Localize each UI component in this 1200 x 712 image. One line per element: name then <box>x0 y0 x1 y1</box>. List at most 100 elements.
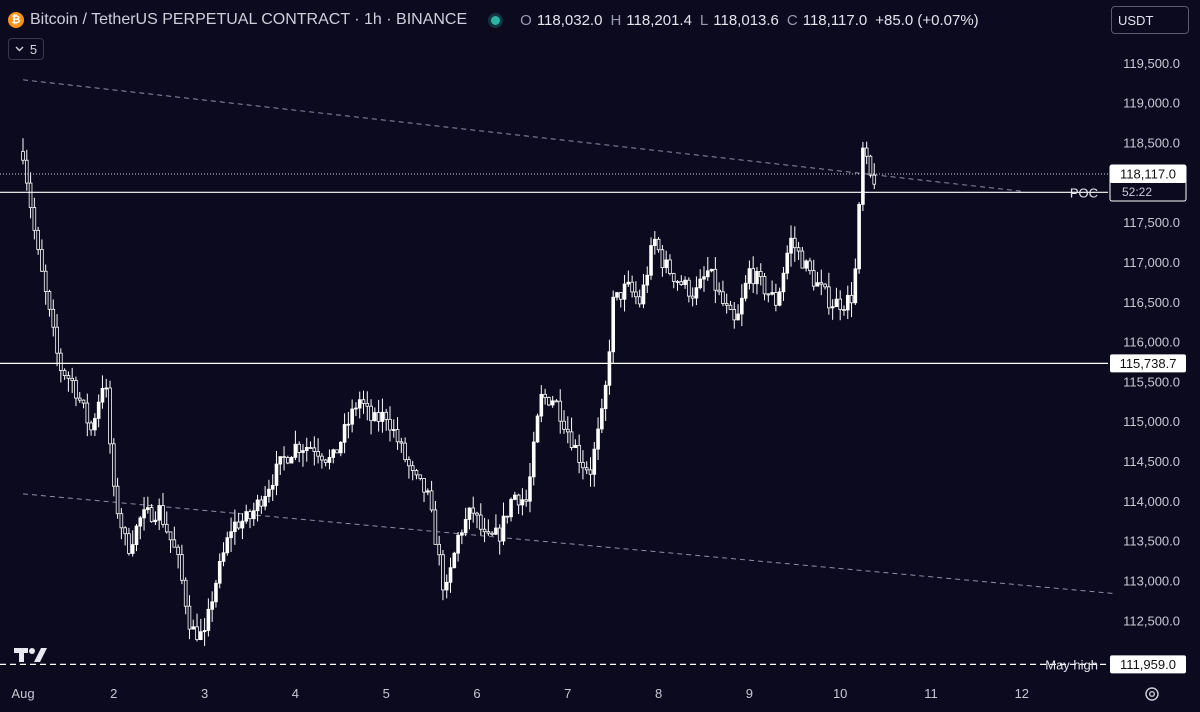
candle-body <box>732 309 737 321</box>
y-tick-label: 113,500.0 <box>1123 534 1180 549</box>
candle-body <box>437 543 441 556</box>
candle-body <box>482 528 487 533</box>
candle-body <box>827 286 831 309</box>
x-tick-label: 10 <box>833 686 847 701</box>
candle-body <box>513 494 517 500</box>
candle-body <box>751 268 755 285</box>
x-tick-label: 7 <box>564 686 571 701</box>
candle-body <box>308 447 313 449</box>
indicators-toggle-button[interactable]: 5 <box>8 38 44 60</box>
open-value: 118,032.0 <box>536 11 603 29</box>
candle-body <box>539 393 544 417</box>
candle-body <box>130 544 135 554</box>
candle-body <box>369 405 373 422</box>
candle-body <box>403 442 407 461</box>
candle-body <box>724 303 729 306</box>
candle-body <box>146 507 150 511</box>
candle-body <box>516 494 521 506</box>
candle-body <box>641 284 646 305</box>
level-name-label: May high <box>1045 657 1098 672</box>
candle-body <box>195 626 199 640</box>
candle-body <box>338 441 343 454</box>
candle-body <box>62 370 67 376</box>
candle-body <box>460 532 464 536</box>
candle-body <box>104 387 109 390</box>
candle-body <box>592 448 597 475</box>
candle-body <box>301 450 305 453</box>
candle-body <box>77 397 82 401</box>
bitcoin-icon: ₿ <box>8 12 24 28</box>
candle-body <box>199 631 203 640</box>
candle-body <box>327 457 332 463</box>
settings-gear-icon[interactable] <box>1143 685 1161 703</box>
candle-body <box>736 313 740 321</box>
y-tick-label: 112,500.0 <box>1123 613 1180 628</box>
candle-body <box>115 485 120 515</box>
x-tick-label: 9 <box>746 686 753 701</box>
open-key: O <box>520 11 532 29</box>
trendline <box>22 493 1113 594</box>
candle-body <box>376 412 381 422</box>
candle-body <box>494 527 498 535</box>
candle-body <box>70 377 74 381</box>
candle-body <box>191 626 196 630</box>
candle-body <box>263 496 267 507</box>
candle-body <box>501 515 506 542</box>
candle-body <box>138 517 143 527</box>
candle-body <box>755 271 759 285</box>
candle-body <box>456 534 460 554</box>
candle-body <box>183 579 188 607</box>
ohlc-values: O 118,032.0 H 118,201.4 L 118,013.6 C 118,11… <box>520 12 983 29</box>
candle-body <box>793 237 797 249</box>
candle-body <box>172 539 177 548</box>
candle-body <box>505 515 510 518</box>
currency-selector[interactable]: USDT <box>1111 6 1189 34</box>
candle-body <box>357 399 362 409</box>
candle-body <box>486 531 491 534</box>
candle-body <box>119 513 124 529</box>
candle-body <box>577 444 581 463</box>
candle-body <box>433 509 438 545</box>
candle-body <box>153 519 158 523</box>
candle-body <box>354 407 358 410</box>
candle-body <box>251 510 256 520</box>
candle-body <box>702 276 706 280</box>
candle-body <box>361 399 366 404</box>
x-tick-label: 5 <box>383 686 390 701</box>
candle-body <box>59 352 63 371</box>
candle-body <box>278 456 283 465</box>
candle-body <box>490 532 494 535</box>
candle-body <box>414 470 419 476</box>
candle-body <box>660 249 665 269</box>
candle-body <box>717 289 721 293</box>
symbol-title[interactable]: Bitcoin / TetherUS PERPETUAL CONTRACT · … <box>30 11 468 28</box>
candle-body <box>93 418 97 431</box>
candle-body <box>32 207 37 231</box>
candle-body <box>149 507 154 523</box>
candle-body <box>679 281 684 285</box>
candle-body <box>535 415 540 443</box>
y-tick-label: 118,500.0 <box>1123 136 1180 151</box>
y-tick-label: 114,000.0 <box>1123 494 1180 509</box>
candle-body <box>668 259 672 274</box>
candle-body <box>236 521 241 529</box>
candle-body <box>463 519 468 534</box>
candle-body <box>603 384 608 410</box>
candle-body <box>687 279 691 297</box>
candle-body <box>384 411 388 420</box>
candle-body <box>573 444 578 448</box>
candle-body <box>429 490 434 511</box>
candle-body <box>142 509 146 519</box>
candle-body <box>740 297 744 315</box>
candle-body <box>206 608 211 631</box>
y-tick-label: 115,000.0 <box>1123 414 1180 429</box>
candle-body <box>762 276 767 295</box>
candle-body <box>475 512 479 516</box>
y-tick-label: 116,500.0 <box>1123 295 1180 310</box>
candle-body <box>210 601 214 610</box>
y-tick-label: 114,500.0 <box>1123 454 1180 469</box>
candle-body <box>607 351 612 386</box>
candle-body <box>335 449 339 454</box>
level-value-tag <box>1110 655 1186 674</box>
